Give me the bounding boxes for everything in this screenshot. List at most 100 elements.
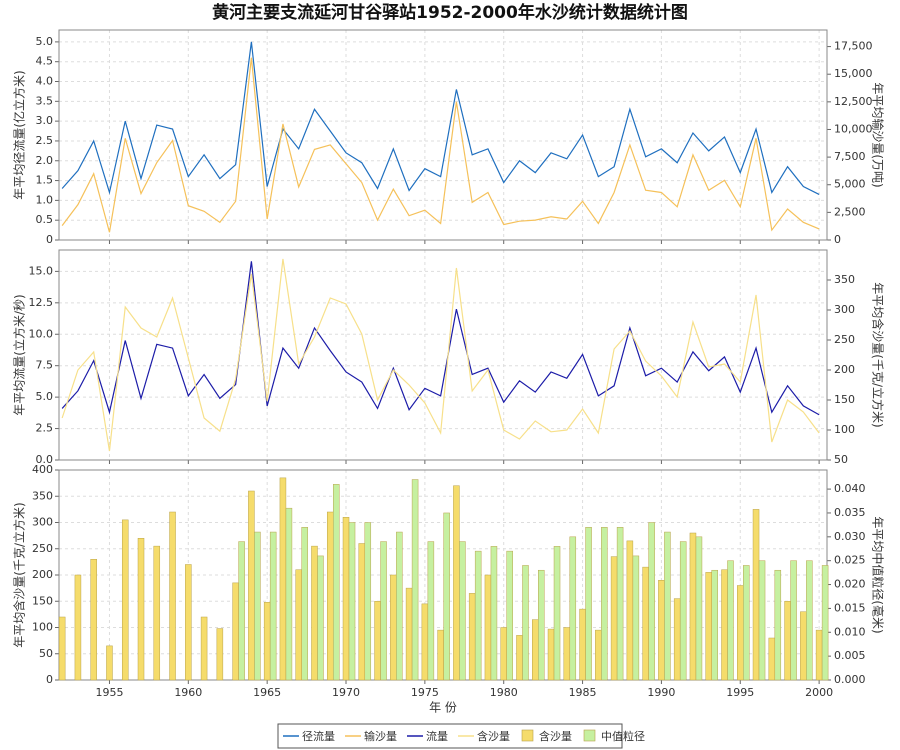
y-tick-label: 300	[32, 516, 53, 529]
bar	[342, 517, 350, 681]
y-tick-label: 0	[46, 233, 53, 246]
bar	[758, 560, 766, 681]
bar	[642, 566, 649, 681]
bar	[468, 593, 476, 681]
y-tick-label: 1.0	[36, 193, 54, 206]
legend-swatch	[521, 729, 534, 742]
y2-tick-label: 0.025	[834, 554, 866, 567]
bar	[774, 569, 782, 681]
x-tick-label: 1995	[726, 686, 754, 699]
y-axis-label: 年平均径流量(亿立方米)	[12, 70, 27, 199]
y2-axis-label: 年平均中值粒径(毫米)	[871, 516, 886, 633]
y-axis-label: 年平均含沙量(千克/立方米)	[12, 502, 27, 647]
bar	[538, 569, 545, 681]
x-tick-label: 1965	[253, 686, 281, 699]
y-tick-label: 12.5	[29, 296, 54, 309]
bar	[790, 560, 797, 681]
bar	[317, 555, 324, 681]
y2-tick-label: 0.035	[834, 506, 866, 519]
bar	[137, 538, 145, 681]
y-tick-label: 3.0	[36, 114, 54, 127]
bar	[821, 565, 829, 681]
y2-tick-label: 50	[834, 453, 848, 466]
bar	[516, 635, 523, 681]
chart-title: 黄河主要支流延河甘谷驿站1952-2000年水沙统计数据统计图	[212, 2, 688, 23]
bar	[547, 628, 555, 681]
bar	[784, 601, 791, 681]
bar	[153, 545, 161, 681]
y2-tick-label: 250	[834, 333, 855, 346]
bar	[390, 574, 397, 681]
x-tick-label: 1960	[174, 686, 202, 699]
series-line	[61, 57, 820, 233]
y2-tick-label: 0.030	[834, 530, 866, 543]
bar	[711, 569, 718, 681]
bar	[427, 541, 435, 681]
bar	[396, 531, 403, 681]
bar	[364, 522, 372, 681]
bar	[443, 512, 450, 681]
bar	[232, 582, 239, 681]
bar	[648, 522, 655, 681]
bar	[673, 598, 681, 681]
y-tick-label: 150	[32, 594, 53, 607]
legend-swatch	[583, 729, 596, 742]
bar	[311, 545, 318, 681]
legend-label: 中值粒径	[601, 729, 645, 743]
bar	[768, 637, 776, 681]
y2-tick-label: 10,000	[834, 122, 873, 135]
bar	[506, 550, 513, 681]
y2-tick-label: 0.000	[834, 673, 866, 686]
y2-tick-label: 350	[834, 273, 855, 286]
legend-box	[277, 723, 623, 749]
y-tick-label: 7.5	[36, 359, 54, 372]
bar	[459, 541, 466, 681]
y-tick-label: 3.5	[36, 94, 54, 107]
bar	[689, 532, 697, 681]
bar	[595, 629, 602, 681]
bar	[411, 479, 419, 681]
y-tick-label: 4.0	[36, 75, 54, 88]
y-tick-label: 1.5	[36, 174, 54, 187]
y-tick-label: 10.0	[29, 327, 54, 340]
bar	[301, 527, 308, 681]
x-tick-label: 1990	[647, 686, 675, 699]
plot-frame	[58, 249, 828, 461]
bar	[705, 572, 712, 681]
series-line	[61, 41, 820, 195]
bar	[695, 536, 703, 681]
y2-tick-label: 0.005	[834, 649, 866, 662]
bar	[632, 555, 640, 681]
bar	[500, 627, 507, 681]
bar	[437, 629, 444, 681]
bar	[285, 507, 293, 681]
bar	[474, 550, 482, 681]
x-axis-label: 年 份	[429, 701, 457, 715]
x-tick-label: 1975	[411, 686, 439, 699]
y-tick-label: 4.5	[36, 55, 54, 68]
bar	[522, 565, 529, 681]
bar	[490, 546, 498, 681]
y-tick-label: 250	[32, 542, 53, 555]
y2-tick-label: 0	[834, 233, 841, 246]
series-line	[61, 258, 820, 452]
y-axis-label: 年平均流量(立方米/秒)	[12, 294, 27, 415]
y2-tick-label: 0.020	[834, 578, 866, 591]
y2-tick-label: 0.015	[834, 601, 866, 614]
bar	[727, 560, 734, 681]
bar	[815, 629, 823, 681]
y2-axis-label: 年平均输沙量(万吨)	[871, 82, 886, 187]
bar	[58, 616, 66, 681]
bar	[421, 603, 429, 681]
bar	[679, 541, 687, 681]
y2-tick-label: 12,500	[834, 95, 873, 108]
y-tick-label: 2.5	[36, 422, 54, 435]
bar	[348, 522, 356, 681]
y-tick-label: 100	[32, 621, 53, 634]
bar	[248, 490, 255, 681]
bar	[721, 569, 728, 681]
x-tick-label: 2000	[805, 686, 833, 699]
bar	[579, 608, 586, 681]
bar	[532, 619, 539, 681]
bar	[358, 543, 366, 681]
